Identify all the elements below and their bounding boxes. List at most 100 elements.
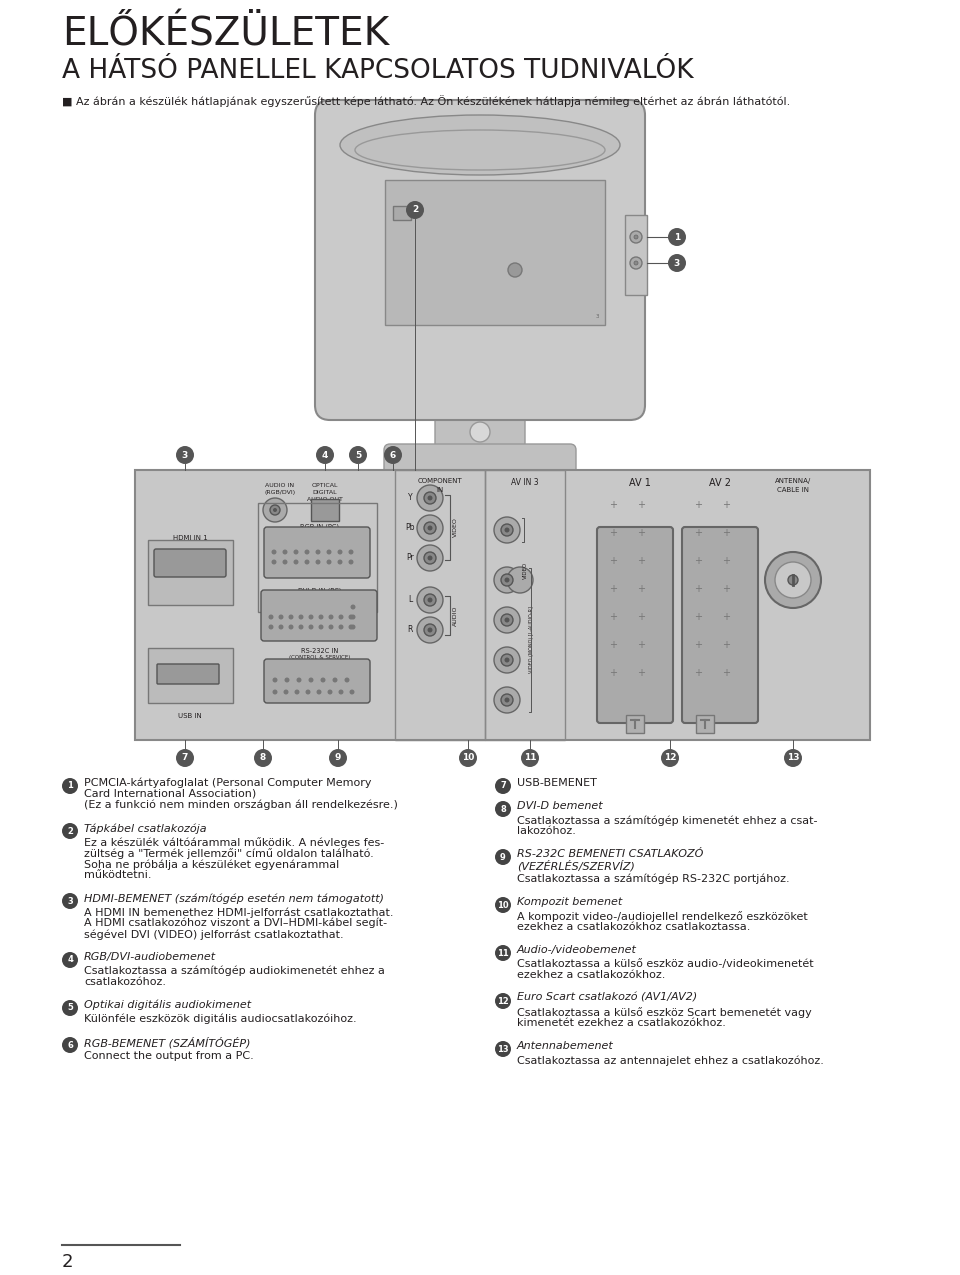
Text: A kompozit video-/audiojellel rendelkező eszközöket: A kompozit video-/audiojellel rendelkező… bbox=[517, 912, 807, 922]
Text: Pb: Pb bbox=[405, 524, 415, 533]
FancyBboxPatch shape bbox=[264, 527, 370, 578]
Text: +: + bbox=[637, 640, 645, 650]
Text: +: + bbox=[609, 528, 617, 538]
Circle shape bbox=[424, 492, 436, 504]
Text: (VEZÉRLÉS/SZERVÍZ): (VEZÉRLÉS/SZERVÍZ) bbox=[517, 861, 635, 872]
FancyBboxPatch shape bbox=[385, 180, 605, 325]
Circle shape bbox=[348, 625, 353, 630]
Circle shape bbox=[427, 598, 433, 603]
Circle shape bbox=[501, 524, 513, 536]
Text: A HDMI csatlakozóhoz viszont a DVI–HDMI-kábel segít-: A HDMI csatlakozóhoz viszont a DVI–HDMI-… bbox=[84, 918, 387, 928]
Circle shape bbox=[494, 687, 520, 713]
Text: AV 2: AV 2 bbox=[709, 478, 731, 488]
Circle shape bbox=[283, 690, 289, 695]
Circle shape bbox=[634, 235, 638, 238]
Circle shape bbox=[417, 484, 443, 511]
Circle shape bbox=[505, 578, 510, 583]
Text: ezekhez a csatlakozókhoz.: ezekhez a csatlakozókhoz. bbox=[517, 970, 665, 980]
Circle shape bbox=[508, 263, 522, 277]
Circle shape bbox=[338, 550, 343, 555]
Text: +: + bbox=[694, 556, 702, 566]
Text: +: + bbox=[637, 584, 645, 594]
Text: +: + bbox=[694, 612, 702, 622]
Circle shape bbox=[505, 528, 510, 533]
Circle shape bbox=[505, 658, 510, 663]
Circle shape bbox=[424, 623, 436, 636]
Text: 3: 3 bbox=[595, 315, 599, 320]
Circle shape bbox=[501, 574, 513, 586]
Circle shape bbox=[326, 560, 331, 565]
Text: Ez a készülék váltóárammal működik. A névleges fes-: Ez a készülék váltóárammal működik. A né… bbox=[84, 836, 384, 848]
Text: 10: 10 bbox=[462, 754, 474, 762]
Circle shape bbox=[507, 567, 533, 593]
Circle shape bbox=[668, 254, 686, 272]
Text: 4: 4 bbox=[322, 450, 328, 459]
Text: 7: 7 bbox=[500, 782, 506, 790]
Circle shape bbox=[495, 1040, 511, 1057]
Circle shape bbox=[278, 625, 283, 630]
Circle shape bbox=[62, 892, 78, 909]
Text: 2: 2 bbox=[62, 1253, 74, 1271]
Text: 13: 13 bbox=[497, 1044, 509, 1053]
Text: +: + bbox=[722, 640, 730, 650]
Circle shape bbox=[282, 560, 287, 565]
Circle shape bbox=[326, 550, 331, 555]
Text: 5: 5 bbox=[67, 1003, 73, 1012]
Circle shape bbox=[338, 560, 343, 565]
Text: HDMI IN 1: HDMI IN 1 bbox=[173, 536, 207, 541]
Text: Audio-/videobemenet: Audio-/videobemenet bbox=[517, 945, 636, 955]
Circle shape bbox=[62, 822, 78, 839]
Text: VIDEO: VIDEO bbox=[522, 561, 527, 579]
Circle shape bbox=[327, 690, 332, 695]
FancyBboxPatch shape bbox=[625, 215, 647, 295]
Circle shape bbox=[308, 677, 314, 682]
Text: +: + bbox=[609, 640, 617, 650]
Circle shape bbox=[269, 615, 274, 620]
Text: 3: 3 bbox=[674, 259, 680, 268]
Text: 6: 6 bbox=[67, 1040, 73, 1049]
FancyBboxPatch shape bbox=[154, 550, 226, 578]
FancyBboxPatch shape bbox=[626, 715, 644, 733]
Text: Különféle eszközök digitális audiocsatlakozóihoz.: Különféle eszközök digitális audiocsatla… bbox=[84, 1014, 356, 1025]
Text: +: + bbox=[722, 500, 730, 510]
Circle shape bbox=[316, 550, 321, 555]
Text: +: + bbox=[609, 556, 617, 566]
Text: működtetni.: működtetni. bbox=[84, 870, 152, 880]
Circle shape bbox=[427, 525, 433, 530]
Text: IN: IN bbox=[437, 487, 444, 493]
Text: lakozóhoz.: lakozóhoz. bbox=[517, 826, 576, 836]
Circle shape bbox=[494, 516, 520, 543]
Circle shape bbox=[630, 231, 642, 244]
Text: PCMCIA-kártyafoglalat (Personal Computer Memory: PCMCIA-kártyafoglalat (Personal Computer… bbox=[84, 778, 372, 788]
Circle shape bbox=[339, 625, 344, 630]
Circle shape bbox=[501, 654, 513, 666]
Text: +: + bbox=[694, 668, 702, 678]
Text: Euro Scart csatlakozó (AV1/AV2): Euro Scart csatlakozó (AV1/AV2) bbox=[517, 993, 697, 1003]
Text: 8: 8 bbox=[260, 754, 266, 762]
Text: +: + bbox=[609, 500, 617, 510]
Text: +: + bbox=[609, 612, 617, 622]
Text: 2: 2 bbox=[412, 205, 419, 214]
Text: 9: 9 bbox=[500, 853, 506, 862]
Circle shape bbox=[272, 560, 276, 565]
Circle shape bbox=[424, 521, 436, 534]
Text: ANTENNA/: ANTENNA/ bbox=[775, 478, 811, 484]
Text: AUDIO IN: AUDIO IN bbox=[265, 483, 295, 488]
Text: OPTICAL: OPTICAL bbox=[312, 483, 338, 488]
Circle shape bbox=[495, 778, 511, 794]
Circle shape bbox=[176, 748, 194, 768]
FancyBboxPatch shape bbox=[597, 527, 673, 723]
Circle shape bbox=[501, 615, 513, 626]
Circle shape bbox=[495, 993, 511, 1009]
Circle shape bbox=[427, 496, 433, 501]
Text: +: + bbox=[694, 500, 702, 510]
Text: L: L bbox=[408, 595, 412, 604]
Circle shape bbox=[304, 560, 309, 565]
Circle shape bbox=[634, 261, 638, 265]
Text: +: + bbox=[637, 500, 645, 510]
Circle shape bbox=[339, 615, 344, 620]
Circle shape bbox=[470, 422, 490, 442]
Circle shape bbox=[348, 560, 353, 565]
Circle shape bbox=[501, 694, 513, 706]
Circle shape bbox=[349, 446, 367, 464]
